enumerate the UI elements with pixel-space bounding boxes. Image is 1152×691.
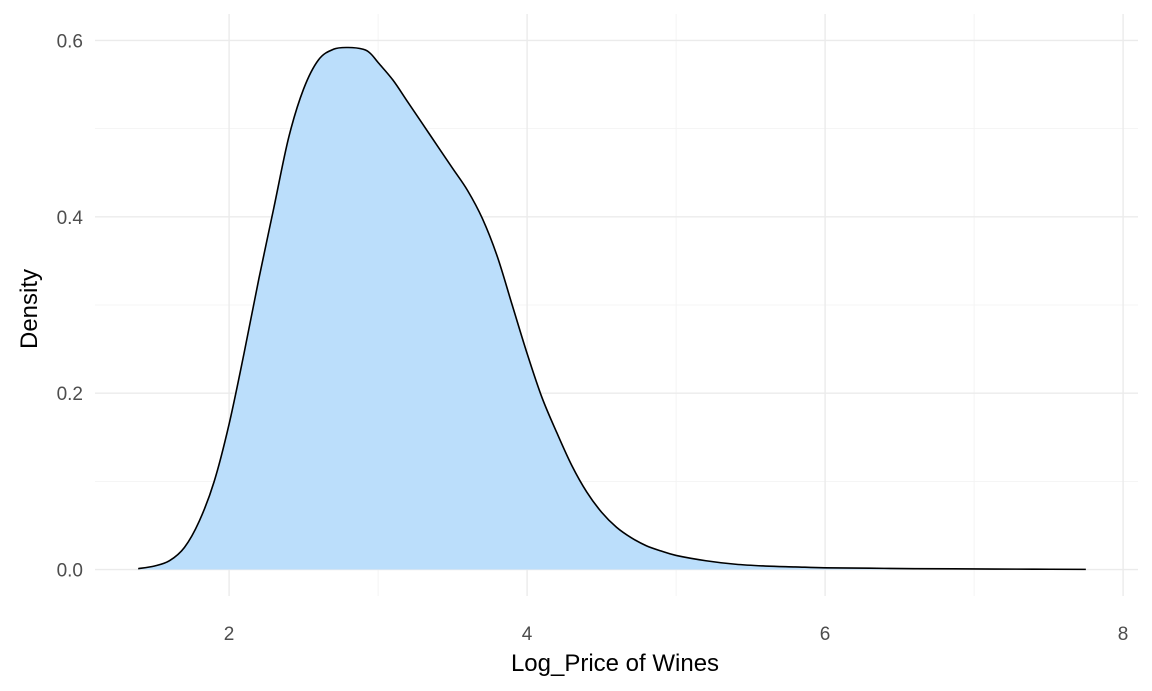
x-axis-title: Log_Price of Wines <box>511 650 719 677</box>
y-axis-title: Density <box>16 269 43 349</box>
x-tick-label: 8 <box>1118 624 1129 645</box>
y-tick-label: 0.0 <box>57 561 83 582</box>
x-axis-ticks: 2 4 6 8 <box>224 624 1129 645</box>
y-tick-label: 0.4 <box>57 208 84 229</box>
y-axis-ticks: 0.0 0.2 0.4 0.6 <box>57 31 84 581</box>
density-area <box>138 47 1086 570</box>
density-curve <box>138 46 1086 571</box>
y-tick-label: 0.2 <box>57 384 83 405</box>
x-tick-label: 4 <box>522 624 533 645</box>
x-tick-label: 2 <box>224 624 235 645</box>
density-series <box>138 46 1086 571</box>
y-tick-label: 0.6 <box>57 31 83 52</box>
x-tick-label: 6 <box>820 624 831 645</box>
